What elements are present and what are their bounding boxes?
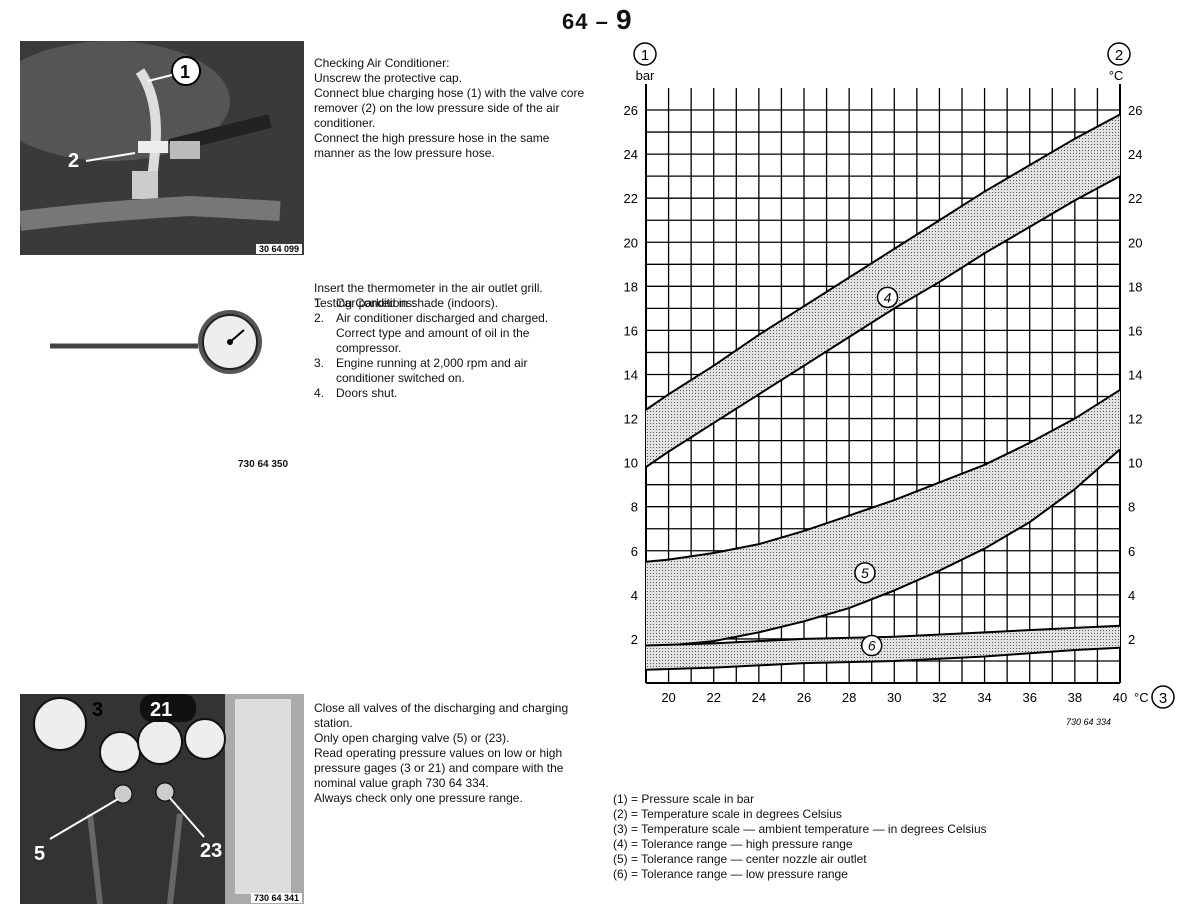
x-tick-label: 36	[1022, 690, 1036, 705]
list-item: 2. Air conditioner discharged and charged…	[314, 311, 549, 355]
y-tick-label-left: 14	[624, 367, 638, 382]
y-tick-label-right: 26	[1128, 103, 1142, 118]
left-axis-marker: 1	[641, 47, 649, 64]
y-tick-label-left: 12	[624, 412, 638, 427]
callout-1: 1	[180, 62, 190, 82]
y-tick-label-right: 6	[1128, 544, 1135, 559]
figure-code: 730 64 334	[1066, 717, 1111, 727]
y-tick-label-left: 8	[631, 500, 638, 515]
section-body: Unscrew the protective cap. Connect blue…	[314, 71, 585, 160]
band-4-marker-circle	[876, 286, 899, 309]
y-tick-label-right: 14	[1128, 367, 1142, 382]
legend-item: (5) = Tolerance range — center nozzle ai…	[613, 852, 867, 866]
band-4-lower-line	[645, 175, 1121, 468]
band-5-marker-circle	[854, 562, 876, 584]
y-tick-label-right: 22	[1128, 191, 1142, 206]
band-5-label: 5	[861, 565, 869, 581]
left-axis-unit: bar	[636, 68, 655, 83]
y-tick-label-right: 20	[1128, 235, 1142, 250]
right-axis-unit: °C	[1109, 68, 1124, 83]
x-tick-label: 20	[661, 690, 675, 705]
y-tick-label-left: 24	[624, 147, 638, 162]
x-tick-label: 38	[1068, 690, 1082, 705]
section-heading: Checking Air Conditioner:	[314, 56, 450, 70]
y-tick-label-right: 24	[1128, 147, 1142, 162]
photo-code: 30 64 099	[255, 244, 302, 254]
photo-valve-connection: 1 2 30 64 099	[20, 41, 304, 255]
band-6-upper-line	[645, 624, 1121, 647]
callout-5: 5	[34, 843, 45, 865]
list-item: 1. Car parked in shade (indoors).	[314, 296, 499, 310]
x-tick-label: 24	[752, 690, 766, 705]
x-tick-label: 22	[706, 690, 720, 705]
right-axis-marker-circle	[1107, 42, 1131, 66]
band-6-label: 6	[868, 638, 876, 654]
y-tick-label-left: 10	[624, 456, 638, 471]
y-tick-label-right: 12	[1128, 412, 1142, 427]
y-tick-label-left: 16	[624, 323, 638, 338]
band-6-marker-circle	[860, 634, 883, 657]
page-number-main: 64	[562, 9, 589, 34]
thermometer-illustration	[50, 310, 262, 374]
y-tick-label-left: 6	[631, 544, 638, 559]
y-tick-label-right: 16	[1128, 323, 1142, 338]
legend-item: (1) = Pressure scale in bar	[613, 792, 755, 806]
y-tick-label-right: 18	[1128, 279, 1142, 294]
section-read-pressure: Close all valves of the discharging and …	[314, 701, 569, 805]
legend-item: (4) = Tolerance range — high pressure ra…	[613, 837, 853, 851]
x-tick-label: 40	[1113, 690, 1127, 705]
section-checking-ac: Checking Air Conditioner: Unscrew the pro…	[314, 41, 589, 161]
page-number-sub: 9	[615, 4, 633, 35]
x-tick-label: 28	[842, 690, 856, 705]
x-axis-unit: °C	[1134, 690, 1149, 705]
legend-item: (6) = Tolerance range — low pressure ran…	[613, 867, 848, 881]
x-tick-label: 32	[932, 690, 946, 705]
left-axis-marker-circle	[633, 42, 657, 66]
band-4-upper-line	[645, 113, 1121, 411]
band-6-lower-line	[645, 646, 1121, 671]
y-tick-label-left: 4	[631, 588, 638, 603]
callout-3: 3	[92, 699, 103, 721]
y-tick-label-left: 22	[624, 191, 638, 206]
x-tick-label: 34	[977, 690, 991, 705]
thermometer-code: 730 64 350	[238, 459, 289, 470]
y-tick-label-left: 2	[631, 632, 638, 647]
y-tick-label-right: 4	[1128, 588, 1135, 603]
x-tick-label: 26	[797, 690, 811, 705]
x-axis-marker-circle	[1151, 685, 1175, 709]
testing-steps-list: 1. Car parked in shade (indoors). 2. Air c…	[314, 296, 574, 401]
chart-legend: (1) = Pressure scale in bar (2) = Temper…	[613, 792, 987, 882]
callout-23: 23	[200, 840, 222, 862]
page-number: 64 – 9	[562, 4, 633, 35]
x-axis-marker: 3	[1159, 690, 1167, 707]
section-testing-conditions: Insert the thermometer in the air outlet…	[314, 266, 589, 326]
band-4-label: 4	[884, 289, 892, 305]
photo-gauge-station: 3 21 5 23 730 64 341	[20, 694, 304, 904]
photo-gauge-illustration: 3 21 5 23	[20, 694, 304, 904]
section-subheading: Testing Conditions:	[314, 296, 416, 310]
y-tick-label-right: 10	[1128, 456, 1142, 471]
y-tick-label-right: 8	[1128, 500, 1135, 515]
section-intro: Insert the thermometer in the air outlet…	[314, 281, 543, 295]
tolerance-band-5	[646, 389, 1120, 648]
callout-21: 21	[150, 699, 172, 721]
list-item: 4. Doors shut.	[314, 386, 398, 400]
legend-item: (2) = Temperature scale in degrees Celsi…	[613, 807, 842, 821]
legend-item: (3) = Temperature scale — ambient temper…	[613, 822, 987, 836]
photo-code: 730 64 341	[250, 893, 302, 903]
y-tick-label-left: 18	[624, 279, 638, 294]
y-tick-label-left: 26	[624, 103, 638, 118]
y-tick-label-left: 20	[624, 235, 638, 250]
y-tick-label-right: 2	[1128, 632, 1135, 647]
right-axis-marker: 2	[1115, 47, 1123, 64]
tolerance-band-6	[646, 625, 1120, 670]
thermometer-image	[48, 296, 263, 386]
photo-valve-illustration: 1 2	[20, 41, 304, 255]
band-5-lower-line	[645, 448, 1121, 649]
list-item: 3. Engine running at 2,000 rpm and air co…	[314, 356, 528, 385]
band-5-upper-line	[645, 389, 1121, 563]
x-tick-label: 30	[887, 690, 901, 705]
callout-2: 2	[68, 150, 79, 172]
